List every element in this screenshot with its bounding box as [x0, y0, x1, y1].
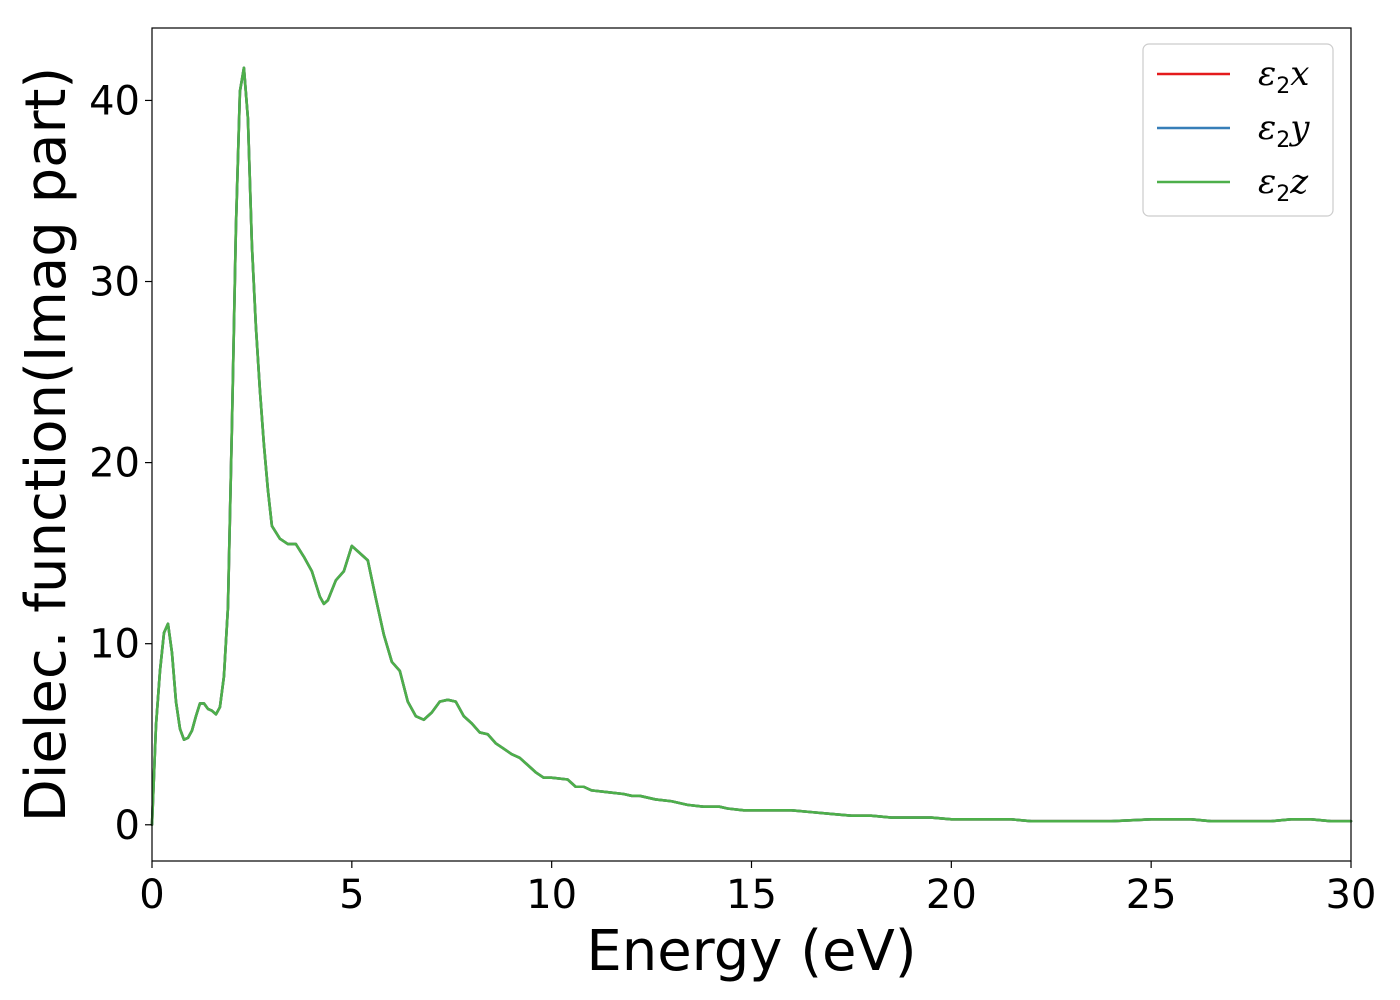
x-axis-label: Energy (eV) — [586, 919, 916, 984]
x-tick-label: 30 — [1326, 872, 1377, 918]
y-tick-label: 30 — [89, 260, 140, 306]
x-tick-label: 20 — [926, 872, 977, 918]
y-tick-label: 40 — [89, 78, 140, 124]
legend-label-y: ε2y — [1258, 108, 1310, 153]
x-tick-label: 15 — [726, 872, 777, 918]
legend-label-z: ε2z — [1258, 162, 1309, 207]
series-line-z — [150, 66, 1353, 827]
y-tick-label: 10 — [89, 622, 140, 668]
y-axis-label: Dielec. function(Imag part) — [14, 67, 79, 823]
series-layer — [150, 66, 1353, 827]
x-tick-label: 10 — [526, 872, 577, 918]
y-tick-label: 0 — [115, 803, 140, 849]
x-axis-ticks: 0 5 10 15 20 25 30 — [139, 861, 1376, 918]
y-axis-ticks: 0 10 20 30 40 — [89, 78, 152, 849]
x-tick-label: 5 — [339, 872, 364, 918]
legend: ε2x ε2y ε2z — [1142, 43, 1334, 217]
y-tick-label: 20 — [89, 441, 140, 487]
legend-box — [1142, 43, 1334, 217]
x-tick-label: 25 — [1126, 872, 1177, 918]
legend-label-x: ε2x — [1258, 54, 1309, 99]
x-tick-label: 0 — [139, 872, 164, 918]
